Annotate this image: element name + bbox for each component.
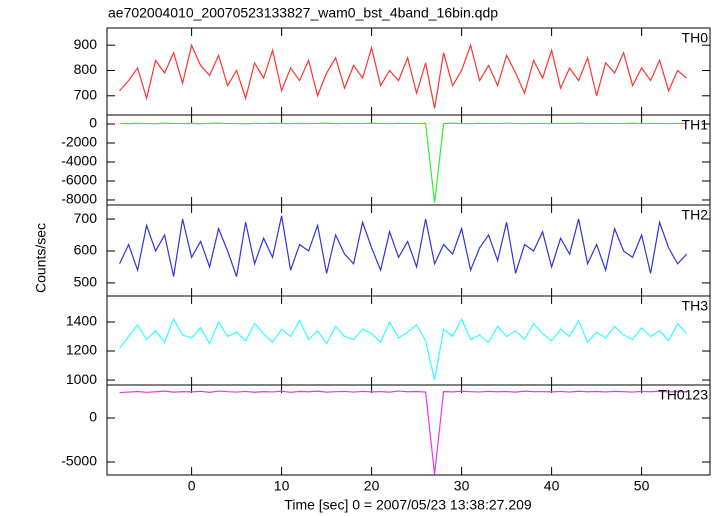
chart-title: ae702004010_20070523133827_wam0_bst_4ban… [108, 5, 498, 21]
x-tick-label: 10 [274, 478, 290, 494]
y-tick-label: -2000 [61, 134, 97, 150]
panel-frame [106, 27, 711, 116]
y-tick-label: 1200 [66, 342, 97, 358]
series-line [119, 317, 688, 381]
y-tick-label: 600 [74, 242, 98, 258]
y-tick-label: 1000 [66, 371, 97, 387]
x-tick-label: 40 [544, 478, 560, 494]
panel-frame [106, 204, 711, 297]
y-tick-label: 0 [89, 115, 97, 131]
y-tick-label: 700 [74, 86, 98, 102]
y-tick-label: -5000 [61, 453, 97, 469]
series-line [119, 122, 687, 203]
x-tick-label: 50 [634, 478, 650, 494]
panel-frame [106, 114, 711, 206]
x-tick-label: 30 [454, 478, 470, 494]
y-tick-label: 500 [74, 274, 98, 290]
series-line [119, 43, 687, 109]
panel-frame [106, 384, 711, 476]
x-axis-label: Time [sec] 0 = 2007/05/23 13:38:27.209 [284, 497, 532, 513]
y-tick-label: 900 [74, 36, 98, 52]
y-tick-label: -6000 [61, 172, 97, 188]
y-tick-label: 700 [74, 210, 98, 226]
series-line [119, 390, 687, 475]
panel-frame [106, 295, 711, 386]
series-label: TH3 [682, 298, 709, 314]
series-label: TH0123 [658, 387, 708, 403]
y-tick-label: -4000 [61, 153, 97, 169]
x-tick-label: 20 [364, 478, 380, 494]
series-line [119, 215, 688, 277]
y-tick-label: 0 [89, 409, 97, 425]
y-tick-label: -8000 [61, 191, 97, 207]
series-label: TH2 [682, 207, 709, 223]
x-tick-label: 0 [188, 478, 196, 494]
y-axis-label: Counts/sec [33, 223, 49, 293]
y-tick-label: 1400 [66, 313, 97, 329]
series-label: TH1 [682, 117, 709, 133]
series-label: TH0 [682, 30, 709, 46]
y-tick-label: 800 [74, 61, 98, 77]
